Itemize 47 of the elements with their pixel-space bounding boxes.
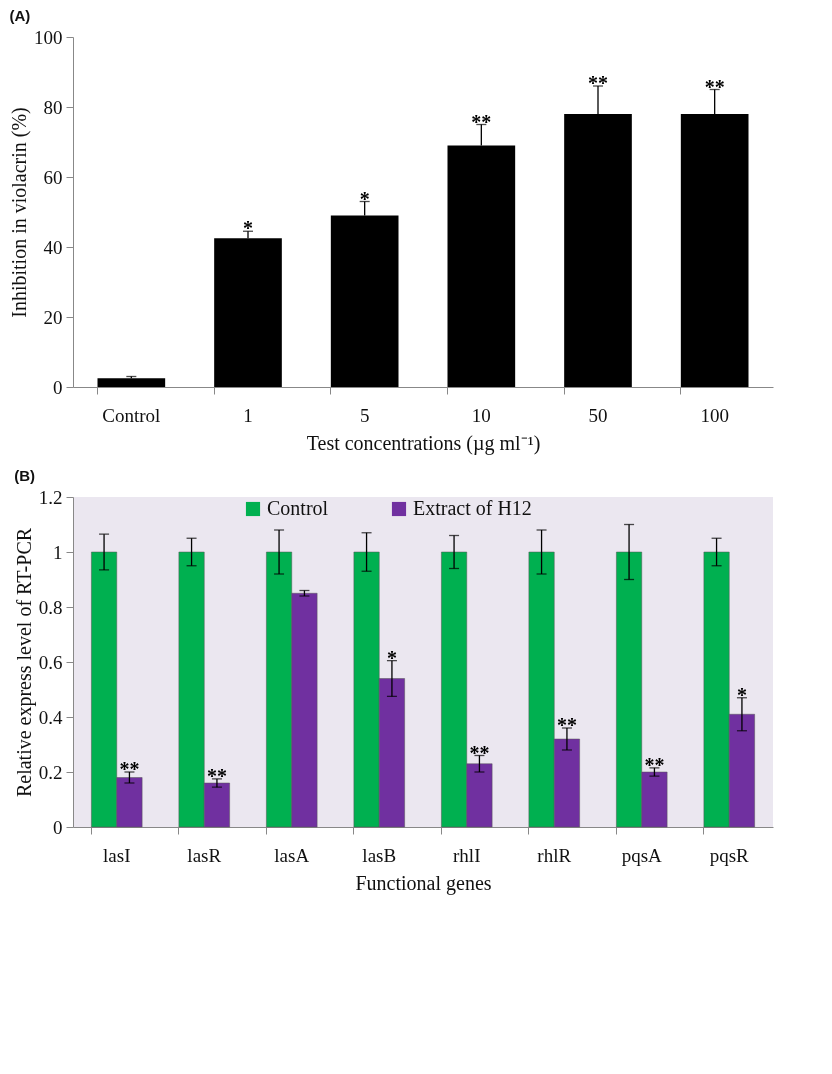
legend-label: Extract of H12: [413, 497, 532, 519]
x-tick-label: 50: [588, 404, 608, 426]
annotation: **: [469, 741, 490, 764]
x-tick-label: 5: [359, 404, 370, 426]
chart-title: (B): [14, 467, 36, 484]
y-axis-title: Inhibition in violacrin (%): [8, 107, 31, 318]
x-tick-label: 1: [243, 404, 253, 426]
y-axis-title: Relative express level of RT-PCR: [12, 527, 36, 798]
annotation: **: [206, 764, 227, 787]
y-tick-label: 0: [53, 376, 63, 398]
y-tick-label: 80: [43, 96, 63, 118]
annotation: **: [119, 758, 140, 780]
x-tick-label: pqsA: [621, 844, 663, 866]
x-tick-label: 100: [700, 404, 729, 426]
annotation: *: [243, 217, 253, 240]
y-tick-label: 0.8: [38, 596, 63, 618]
x-tick-label: lasA: [274, 844, 310, 866]
x-axis-title: Test concentrations (µg ml⁻¹): [306, 431, 541, 455]
legend-label: Control: [267, 497, 329, 519]
y-tick-label: 20: [43, 306, 63, 328]
annotation: *: [736, 683, 747, 706]
x-tick-label: lasI: [103, 844, 131, 866]
annotation: **: [644, 753, 665, 776]
x-tick-label: 10: [471, 404, 491, 426]
y-tick-label: 60: [43, 166, 63, 188]
x-tick-label: pqsR: [709, 844, 750, 866]
y-tick-label: 40: [43, 236, 63, 258]
y-tick-label: 1.2: [38, 486, 63, 508]
y-tick-label: 0.4: [38, 706, 63, 728]
x-tick-label: rhlI: [453, 844, 481, 866]
y-tick-label: 100: [34, 26, 63, 48]
annotation: *: [386, 646, 397, 669]
x-tick-label: lasR: [187, 844, 222, 866]
chart-title: (A): [9, 7, 31, 24]
annotation: **: [704, 75, 725, 98]
x-axis-title: Functional genes: [355, 871, 492, 895]
y-tick-label: 0.6: [38, 651, 63, 673]
x-tick-label: lasB: [362, 844, 397, 866]
x-tick-label: rhlR: [537, 844, 572, 866]
y-tick-label: 0: [53, 816, 63, 838]
x-tick-label: Control: [102, 404, 161, 426]
annotation: **: [556, 714, 577, 736]
annotation: *: [359, 187, 370, 210]
y-tick-label: 0.2: [38, 761, 63, 783]
annotation: **: [588, 72, 608, 94]
y-tick-label: 1: [53, 541, 63, 563]
annotation: **: [471, 110, 492, 133]
